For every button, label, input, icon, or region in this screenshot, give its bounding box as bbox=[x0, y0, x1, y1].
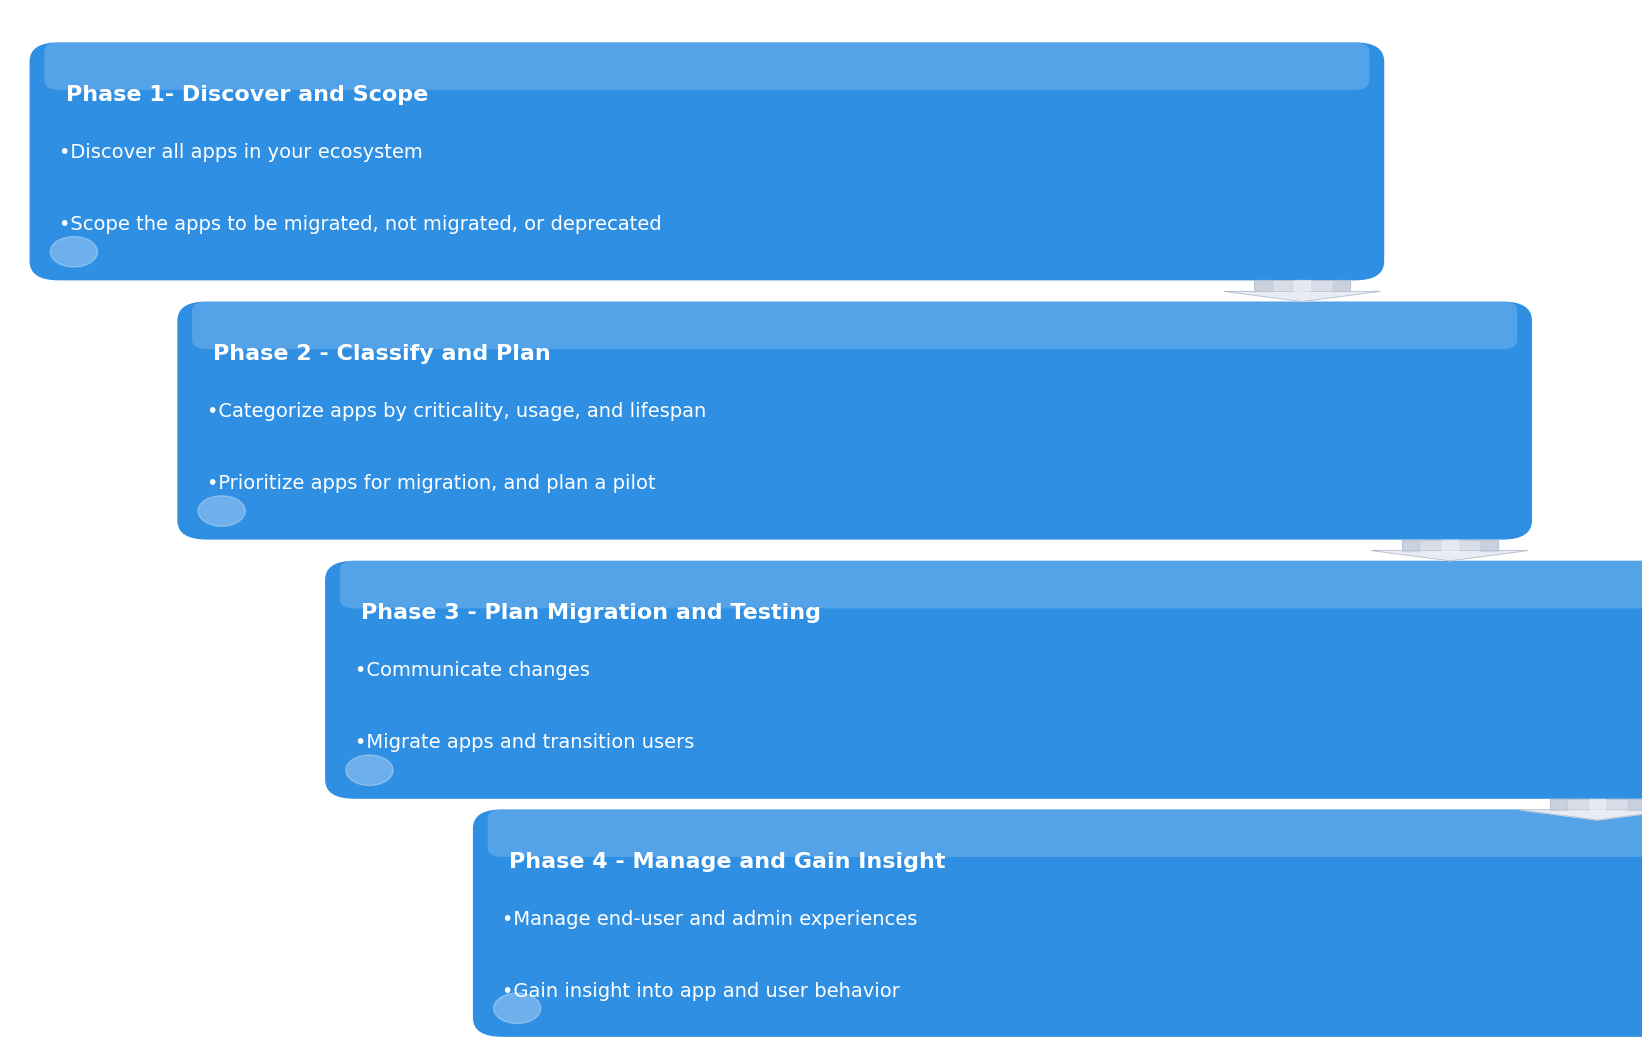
FancyBboxPatch shape bbox=[192, 302, 1517, 349]
Bar bbox=[1402, 540, 1498, 550]
FancyBboxPatch shape bbox=[44, 42, 1369, 90]
Circle shape bbox=[494, 993, 540, 1023]
FancyBboxPatch shape bbox=[177, 302, 1532, 540]
Text: •Prioritize apps for migration, and plan a pilot: •Prioritize apps for migration, and plan… bbox=[207, 474, 655, 493]
Text: •Communicate changes: •Communicate changes bbox=[355, 661, 589, 680]
Circle shape bbox=[51, 237, 97, 267]
Text: Phase 2 - Classify and Plan: Phase 2 - Classify and Plan bbox=[213, 344, 552, 364]
FancyBboxPatch shape bbox=[325, 561, 1642, 799]
Text: •Migrate apps and transition users: •Migrate apps and transition users bbox=[355, 733, 695, 752]
FancyBboxPatch shape bbox=[340, 561, 1642, 608]
Polygon shape bbox=[1225, 291, 1381, 302]
Text: Phase 1- Discover and Scope: Phase 1- Discover and Scope bbox=[66, 85, 429, 105]
Polygon shape bbox=[1520, 809, 1642, 820]
Circle shape bbox=[199, 496, 245, 526]
Text: Phase 3 - Plan Migration and Testing: Phase 3 - Plan Migration and Testing bbox=[361, 603, 821, 623]
FancyBboxPatch shape bbox=[30, 42, 1384, 280]
Bar bbox=[1550, 799, 1642, 809]
Text: •Discover all apps in your ecosystem: •Discover all apps in your ecosystem bbox=[59, 143, 424, 162]
FancyBboxPatch shape bbox=[488, 809, 1642, 857]
Text: •Gain insight into app and user behavior: •Gain insight into app and user behavior bbox=[502, 982, 900, 1001]
Bar bbox=[1254, 280, 1350, 291]
FancyBboxPatch shape bbox=[473, 809, 1642, 1037]
Polygon shape bbox=[1373, 550, 1529, 561]
Text: •Categorize apps by criticality, usage, and lifespan: •Categorize apps by criticality, usage, … bbox=[207, 402, 706, 421]
Text: •Manage end-user and admin experiences: •Manage end-user and admin experiences bbox=[502, 910, 918, 929]
Text: Phase 4 - Manage and Gain Insight: Phase 4 - Manage and Gain Insight bbox=[509, 852, 946, 872]
Text: •Scope the apps to be migrated, not migrated, or deprecated: •Scope the apps to be migrated, not migr… bbox=[59, 215, 662, 234]
Circle shape bbox=[346, 755, 392, 785]
